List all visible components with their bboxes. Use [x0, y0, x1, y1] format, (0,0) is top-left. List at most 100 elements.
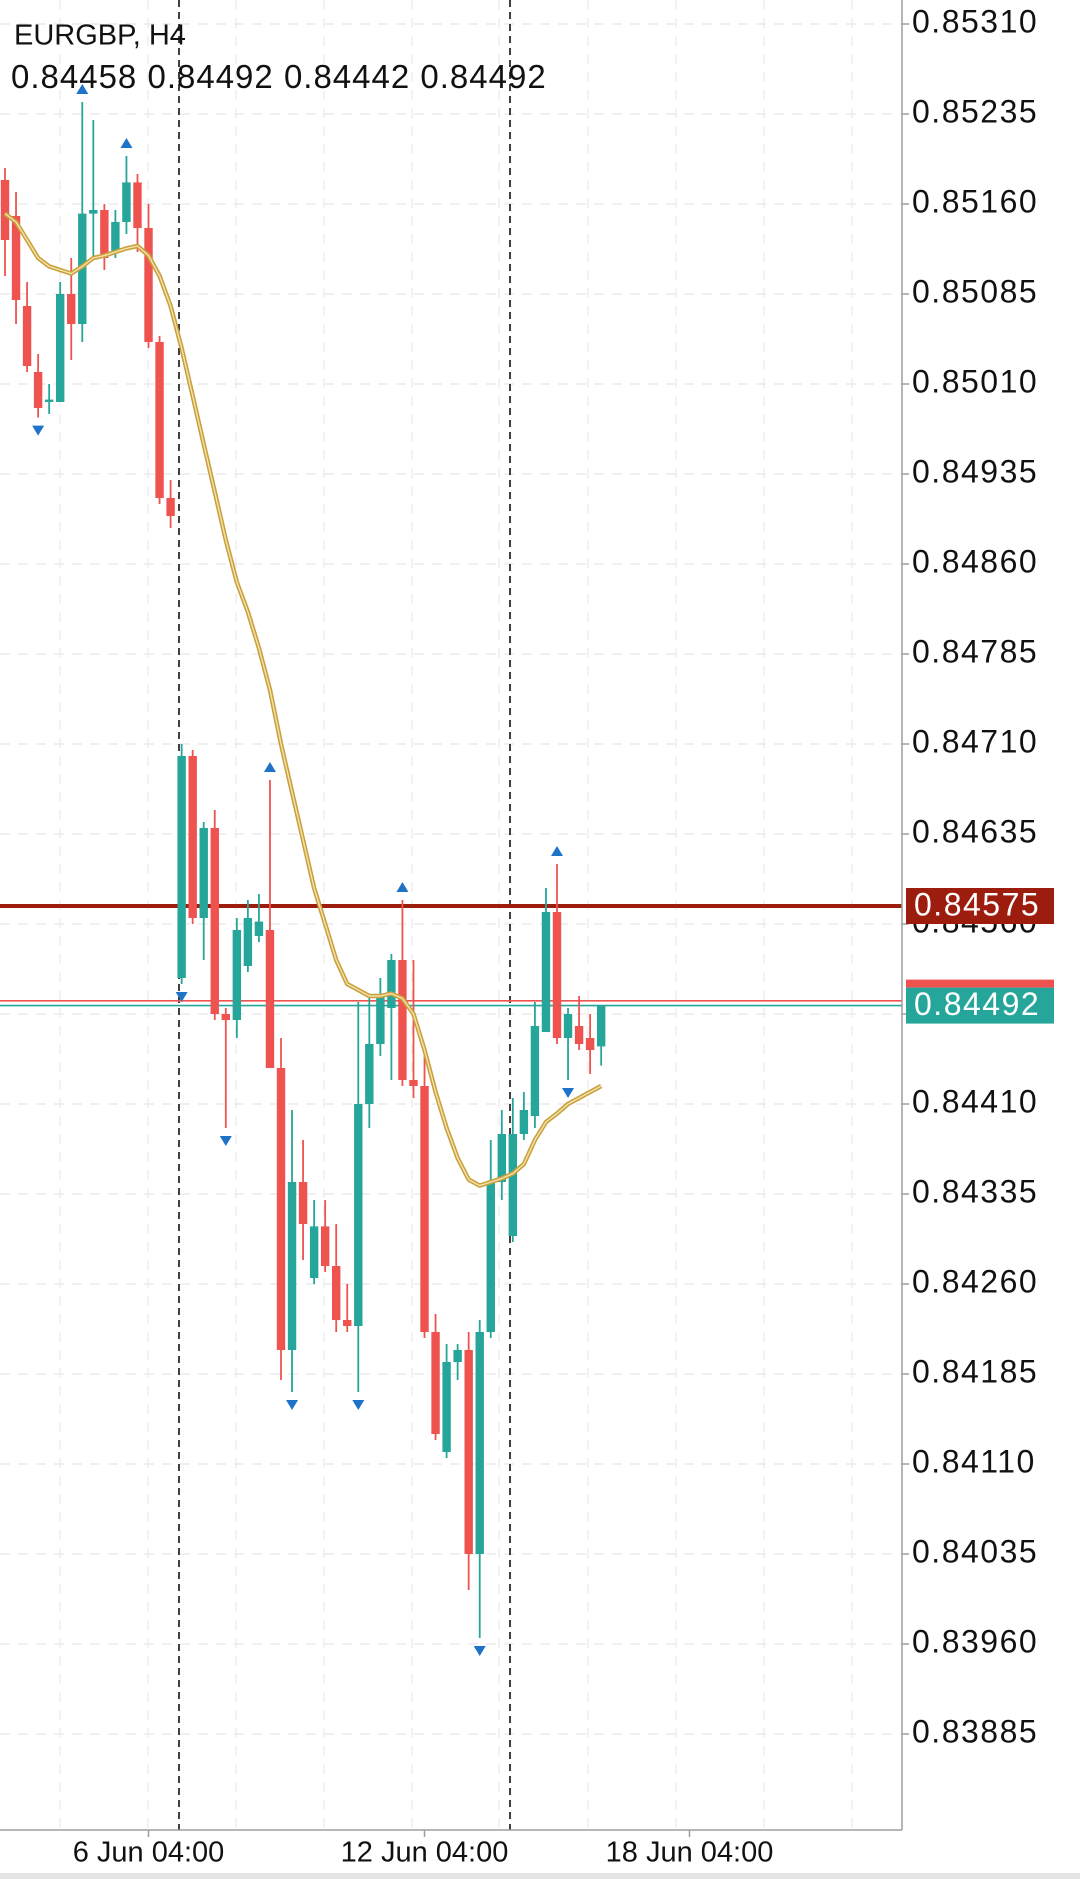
- candle-body: [309, 1226, 319, 1278]
- candle-body: [530, 1026, 540, 1116]
- candle-body: [133, 182, 142, 228]
- candle-body: [596, 1005, 606, 1047]
- y-tick-label: 0.84185: [912, 1353, 1038, 1389]
- fractal-up: [396, 882, 409, 892]
- fractal-down: [219, 1136, 232, 1146]
- candle-body: [376, 996, 385, 1044]
- candle-body: [387, 960, 396, 1008]
- candle-body: [398, 960, 407, 1080]
- y-tick-label: 0.85085: [912, 273, 1038, 309]
- candle-body: [276, 1068, 286, 1350]
- candle-body: [111, 222, 120, 252]
- candle-body: [89, 210, 98, 214]
- candle-body: [497, 1134, 506, 1182]
- level-price-box: [906, 888, 1054, 924]
- open-value: 0.84458: [11, 58, 137, 95]
- candle-body: [177, 756, 186, 978]
- y-tick-label: 0.84935: [912, 453, 1038, 489]
- y-tick-label: 0.85310: [912, 3, 1038, 39]
- fractal-down: [32, 425, 45, 436]
- candle-body: [33, 372, 43, 408]
- candle-body: [188, 756, 197, 918]
- candle-body: [354, 1104, 363, 1326]
- candle-body: [420, 1086, 429, 1332]
- candle-body: [287, 1182, 297, 1350]
- x-tick-label: 12 Jun 04:00: [341, 1837, 509, 1869]
- bid-price-label: 0.84492: [914, 986, 1040, 1022]
- candle-body: [56, 294, 65, 402]
- y-tick-label: 0.85010: [912, 363, 1038, 399]
- candle-body: [122, 182, 131, 222]
- candle-body: [409, 1080, 418, 1086]
- candle-body: [486, 1182, 495, 1332]
- candle-body: [67, 294, 76, 324]
- candle-body: [199, 828, 208, 918]
- candle-body: [508, 1134, 518, 1236]
- candle-body: [232, 930, 242, 1020]
- moving-average-line: [3, 211, 603, 1188]
- y-tick-label: 0.84635: [912, 813, 1038, 849]
- candle-body: [11, 216, 21, 300]
- x-tick-label: 6 Jun 04:00: [73, 1837, 225, 1869]
- fractal-down: [175, 992, 188, 1002]
- candle-body: [298, 1182, 308, 1224]
- candle-body: [541, 912, 551, 1032]
- fractal-down: [352, 1400, 365, 1410]
- candle-body: [453, 1350, 462, 1362]
- candle-body: [265, 930, 275, 1068]
- candle-body: [320, 1226, 330, 1266]
- candle-body: [464, 1350, 473, 1554]
- candle-body: [243, 918, 253, 966]
- fractal-down: [286, 1400, 299, 1410]
- y-tick-label: 0.84335: [912, 1173, 1038, 1209]
- fractal-down: [473, 1646, 486, 1656]
- chart-title: EURGBP, H4: [14, 20, 186, 52]
- bid-price-box: [906, 987, 1054, 1024]
- candle-body: [431, 1332, 440, 1434]
- candle-body: [155, 342, 164, 498]
- candle-body: [585, 1038, 595, 1050]
- moving-average-highlight: [4, 213, 602, 1187]
- fractal-up: [76, 84, 89, 94]
- fractal-up: [263, 762, 276, 772]
- candle-body: [221, 1014, 230, 1020]
- candle-body: [475, 1332, 484, 1554]
- y-tick-label: 0.84260: [912, 1263, 1038, 1299]
- candle-body: [254, 921, 264, 936]
- fractal-up: [551, 846, 563, 856]
- candle-body: [552, 912, 562, 1038]
- y-tick-label: 0.83885: [912, 1713, 1038, 1749]
- y-tick-label: 0.84710: [912, 723, 1038, 759]
- fractal-down: [562, 1088, 575, 1098]
- candle-body: [166, 498, 175, 516]
- ohlc-readout: 0.84458 0.84492 0.84442 0.84492: [11, 58, 547, 95]
- y-tick-label: 0.84785: [912, 633, 1038, 669]
- candle-body: [22, 306, 32, 366]
- bottom-strip: [0, 1873, 1080, 1879]
- y-tick-label: 0.84035: [912, 1533, 1038, 1569]
- y-tick-label: 0.85235: [912, 93, 1038, 129]
- candle-body: [563, 1014, 573, 1038]
- candle-body: [210, 828, 219, 1014]
- candle-body: [100, 210, 109, 258]
- y-tick-label: 0.83960: [912, 1623, 1038, 1659]
- level-price-label: 0.84575: [914, 886, 1040, 922]
- candle-body: [332, 1266, 341, 1320]
- x-tick-label: 18 Jun 04:00: [606, 1837, 774, 1869]
- candle-body: [574, 1026, 584, 1044]
- fractal-up: [120, 138, 133, 148]
- candle-body: [343, 1320, 352, 1326]
- close-value: 0.84492: [420, 58, 546, 95]
- candle-body: [365, 1044, 374, 1104]
- ask-price-strip: [906, 979, 1054, 988]
- candle-body: [442, 1362, 451, 1452]
- y-tick-label: 0.84410: [912, 1083, 1038, 1119]
- candle-body: [44, 399, 54, 402]
- candle-body: [519, 1110, 529, 1134]
- y-tick-label: 0.85160: [912, 183, 1038, 219]
- y-tick-label: 0.84860: [912, 543, 1038, 579]
- low-value: 0.84442: [284, 58, 410, 95]
- y-tick-label: 0.84110: [912, 1443, 1036, 1479]
- candle-body: [144, 228, 153, 342]
